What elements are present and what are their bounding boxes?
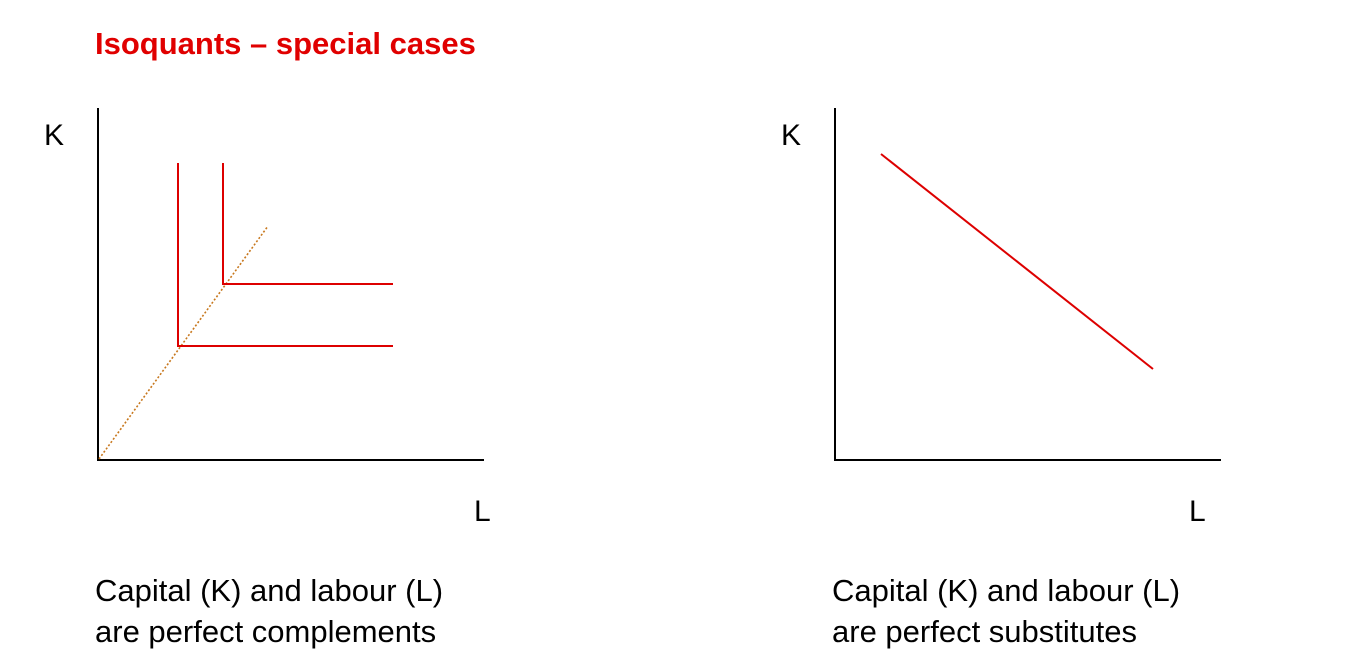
right-caption-line2: are perfect substitutes <box>832 614 1137 649</box>
left-caption: Capital (K) and labour (L) are perfect c… <box>95 570 443 652</box>
left-caption-line2: are perfect complements <box>95 614 437 649</box>
expansion-path-line <box>98 225 269 460</box>
isoquant-upper <box>222 163 393 285</box>
right-caption: Capital (K) and labour (L) are perfect s… <box>832 570 1180 652</box>
right-x-axis-label: L <box>1189 495 1206 528</box>
left-panel-diagram <box>97 108 484 461</box>
right-y-axis-label: K <box>781 119 802 152</box>
linear-isoquant <box>880 153 1154 370</box>
isoquant-lower <box>177 163 393 347</box>
right-panel-diagram <box>834 108 1221 461</box>
right-caption-line1: Capital (K) and labour (L) <box>832 573 1181 608</box>
left-y-axis-label: K <box>44 119 65 152</box>
left-caption-line1: Capital (K) and labour (L) <box>95 573 444 608</box>
left-x-axis-label: L <box>474 495 491 528</box>
slide-title: Isoquants – special cases <box>95 26 476 61</box>
